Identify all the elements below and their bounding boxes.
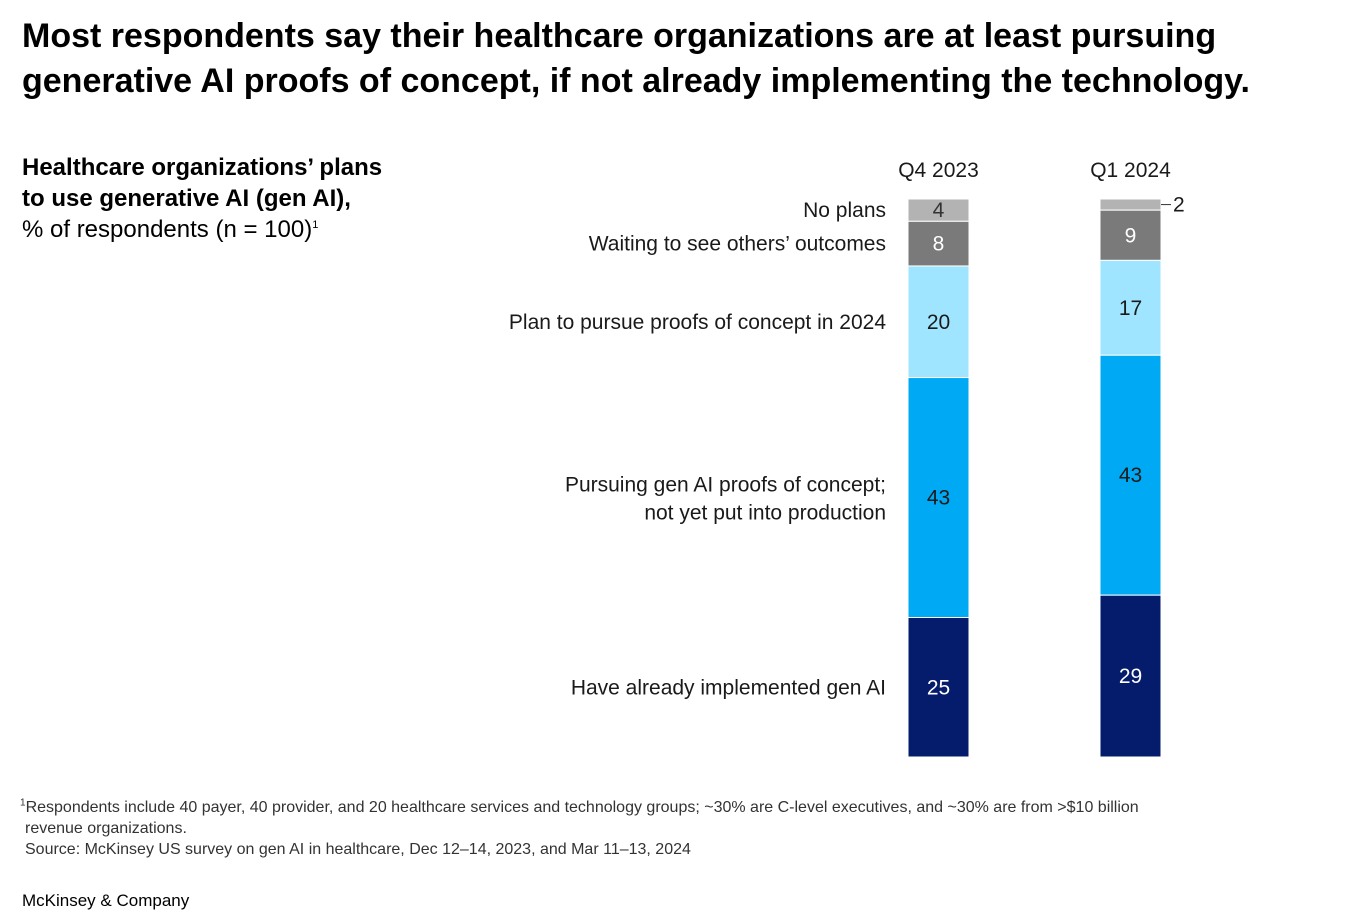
subtitle-bold-line-1: Healthcare organizations’ plans — [22, 154, 383, 181]
data-label-1-0: 8 — [933, 233, 945, 256]
bar-segment-3-1 — [1099, 354, 1162, 596]
legend-label-1: Waiting to see others’ outcomes — [589, 233, 886, 256]
legend-label-3-line-1: not yet put into production — [644, 502, 886, 525]
bar-segment-4-0 — [907, 617, 970, 758]
category-label-0: Q4 2023 — [898, 159, 979, 182]
bar-segment-4-1 — [1099, 594, 1162, 758]
subtitle-unit: % of respondents (n = 100) — [22, 216, 313, 243]
data-label-3-0: 43 — [927, 487, 950, 510]
data-label-2-0: 20 — [927, 311, 950, 334]
data-label-4-0: 25 — [927, 676, 950, 699]
data-label-0-1: 2 — [1173, 194, 1185, 217]
category-label-1: Q1 2024 — [1090, 159, 1171, 182]
footnote-text-line-1: Respondents include 40 payer, 40 provide… — [25, 799, 1139, 816]
data-label-2-1: 17 — [1119, 297, 1142, 320]
data-label-4-1: 29 — [1119, 665, 1142, 688]
footnotes: 1Respondents include 40 payer, 40 provid… — [20, 797, 1340, 860]
legend-label-3-line-0: Pursuing gen AI proofs of concept; — [565, 474, 886, 497]
bar-segment-3-0 — [907, 377, 970, 618]
subtitle-bold-line-2: to use generative AI (gen AI), — [22, 185, 351, 212]
data-label-0-0: 4 — [933, 199, 945, 222]
data-label-3-1: 43 — [1119, 464, 1142, 487]
subtitle-footnote-mark: 1 — [312, 219, 319, 231]
brand-logo-text: McKinsey & Company — [22, 891, 190, 910]
legend-label-2: Plan to pursue proofs of concept in 2024 — [509, 311, 886, 334]
bar-segment-0-1 — [1099, 198, 1162, 211]
bar-segment-1-1 — [1099, 209, 1162, 261]
legend-label-4: Have already implemented gen AI — [571, 676, 886, 699]
source-note: Source: McKinsey US survey on gen AI in … — [25, 841, 691, 858]
footnote-text-line-2: revenue organizations. — [25, 820, 187, 837]
bar-segment-1-0 — [907, 220, 970, 267]
bar-segment-2-0 — [907, 265, 970, 379]
data-label-1-1: 9 — [1125, 224, 1137, 247]
stacked-bar-chart: Q4 2023 Q1 2024 4 2 8 9 20 17 43 43 25 29 No plans Wa… — [509, 159, 1185, 758]
chart-headline: Most respondents say their healthcare or… — [22, 17, 1250, 100]
footnote-mark: 1 — [20, 797, 26, 809]
chart-subtitle: Healthcare organizations’ plans to use g… — [22, 152, 462, 245]
legend-label-0: No plans — [803, 199, 886, 222]
